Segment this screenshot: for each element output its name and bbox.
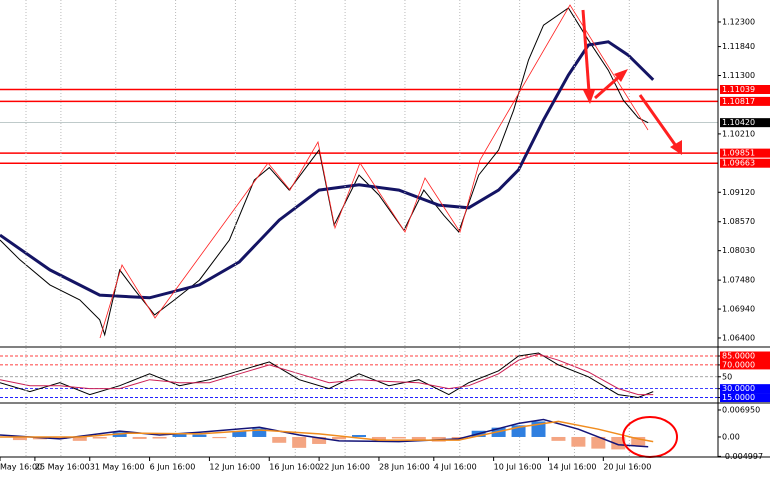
- level-label: 1.11039: [722, 85, 755, 94]
- x-tick-label: 16 Jun 16:00: [269, 463, 320, 472]
- histogram-bar: [511, 425, 526, 437]
- x-tick-label: 4 Jul 16:00: [434, 463, 477, 472]
- histogram-bar: [332, 436, 347, 440]
- histogram-bar: [312, 436, 327, 444]
- x-tick-label: 20 Jul 16:00: [603, 463, 651, 472]
- x-tick-label: 31 May 16:00: [90, 463, 145, 472]
- histogram-bar: [72, 436, 87, 441]
- histogram-bar: [272, 436, 287, 443]
- y-tick-label: -0.004997: [722, 452, 763, 461]
- x-tick-label: 22 Jun 16:00: [319, 463, 370, 472]
- histogram-bar: [92, 436, 107, 439]
- y-tick-label: 1.11300: [722, 71, 755, 80]
- y-tick-box: [720, 384, 770, 394]
- series-line: [0, 7, 649, 337]
- level-box: [720, 158, 770, 168]
- y-tick-label: 1.10210: [722, 129, 755, 138]
- y-tick-label: 30.0000: [722, 384, 755, 393]
- y-tick-box: [720, 393, 770, 403]
- level-label: 1.09663: [722, 159, 755, 168]
- x-tick-label: 25 May 16:00: [35, 463, 90, 472]
- series-line: [0, 353, 654, 396]
- series-line: [0, 420, 654, 443]
- level-label: 1.10817: [722, 97, 755, 106]
- x-tick-label: 28 Jun 16:00: [379, 463, 430, 472]
- y-tick-label: 85.0000: [722, 352, 755, 361]
- histogram-bar: [192, 434, 207, 437]
- histogram-bar: [631, 436, 646, 446]
- histogram-bar: [132, 436, 147, 439]
- histogram-bar: [591, 436, 606, 449]
- level-box: [720, 148, 770, 158]
- panel-frames: [0, 0, 770, 458]
- level-box: [720, 96, 770, 106]
- histogram-bar: [571, 436, 586, 447]
- y-tick-label: 1.09120: [722, 188, 755, 197]
- x-tick-label: 14 Jul 16:00: [548, 463, 596, 472]
- y-tick-label: 50: [722, 372, 732, 381]
- level-box: [720, 84, 770, 94]
- histogram-bar: [152, 436, 167, 439]
- y-tick-label: 1.11840: [722, 42, 755, 51]
- level-label: 1.09851: [722, 149, 755, 158]
- y-tick-box: [720, 360, 770, 370]
- y-tick-label: 0.006950: [722, 405, 760, 414]
- histogram-bar: [611, 436, 626, 450]
- histogram-bar: [212, 436, 227, 439]
- y-tick-label: 1.08030: [722, 246, 755, 255]
- x-tick-label: 6 Jun 16:00: [150, 463, 196, 472]
- zigzag: [99, 4, 649, 339]
- histogram-bar: [292, 436, 307, 448]
- current-price-label: 1.10420: [722, 118, 755, 127]
- histogram-bar: [12, 436, 27, 441]
- histogram-bar: [411, 436, 426, 441]
- histogram-bar: [352, 435, 366, 437]
- y-tick-label: 70.0000: [722, 360, 755, 369]
- annotation-arrows: [581, 9, 682, 155]
- y-tick-label: 1.07480: [722, 276, 755, 285]
- x-tick-label: 12 Jun 16:00: [209, 463, 260, 472]
- histogram-bar: [391, 436, 406, 439]
- y-tick-label: 1.06940: [722, 305, 755, 314]
- histogram-bar: [371, 436, 386, 441]
- histogram-bar: [252, 428, 267, 437]
- histogram-bar: [172, 433, 187, 437]
- y-tick-label: 1.12300: [722, 17, 755, 26]
- x-tick-label: May 16:00: [0, 463, 42, 472]
- histogram-bar: [52, 436, 67, 439]
- y-tick-label: 0.00: [722, 432, 740, 441]
- histogram-bar: [551, 436, 566, 441]
- histogram-bar: [112, 432, 127, 437]
- y-tick-box: [720, 351, 770, 361]
- series-line: [0, 352, 654, 399]
- histogram-bar: [232, 431, 247, 437]
- y-tick-label: 1.08570: [722, 217, 755, 226]
- x-tick-label: 10 Jul 16:00: [494, 463, 542, 472]
- current-price-box: [720, 118, 770, 128]
- y-tick-label: 15.0000: [722, 393, 755, 402]
- y-tick-label: 1.06400: [722, 333, 755, 342]
